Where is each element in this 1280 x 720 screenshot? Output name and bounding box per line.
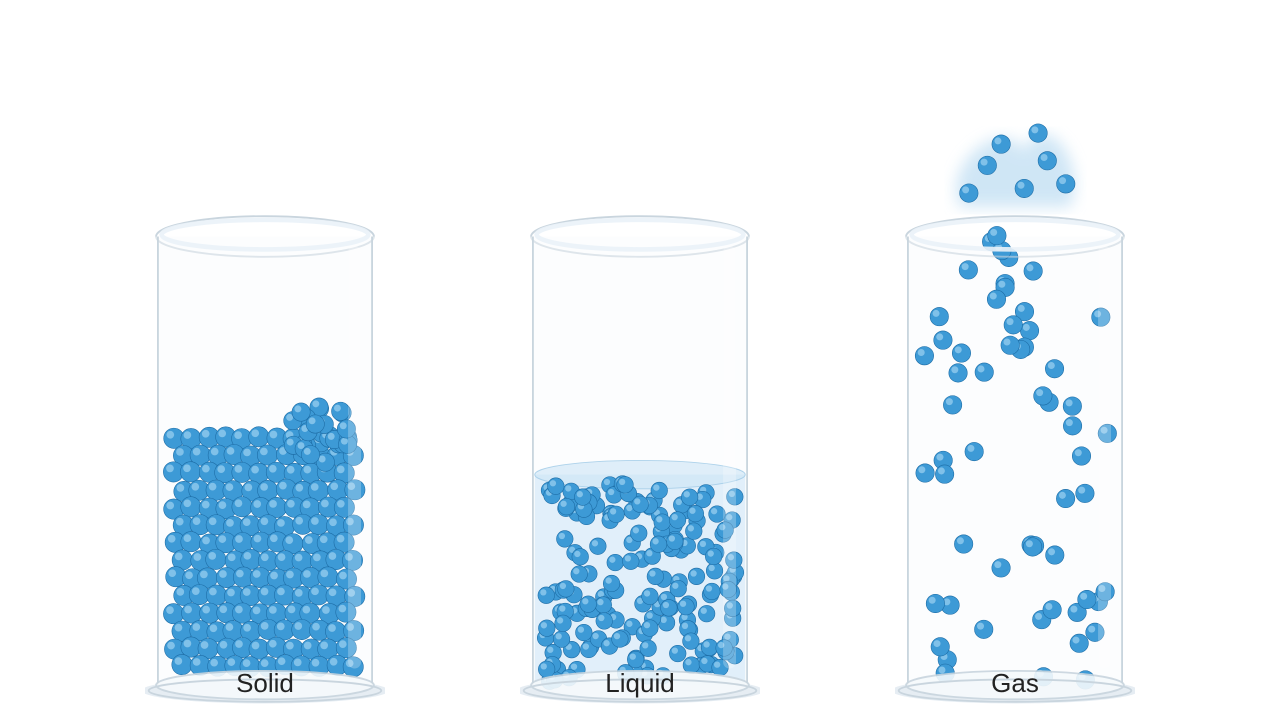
particles bbox=[163, 398, 365, 677]
states-of-matter-diagram: Solid Liquid Gas bbox=[0, 0, 1280, 720]
gas-panel bbox=[895, 80, 1135, 720]
gas-label: Gas bbox=[895, 668, 1135, 699]
liquid-label: Liquid bbox=[520, 668, 760, 699]
solid-beaker bbox=[145, 80, 385, 720]
gas-beaker bbox=[895, 80, 1135, 720]
liquid-beaker bbox=[520, 80, 760, 720]
liquid-panel bbox=[520, 80, 760, 720]
solid-panel bbox=[145, 80, 385, 720]
solid-label: Solid bbox=[145, 668, 385, 699]
